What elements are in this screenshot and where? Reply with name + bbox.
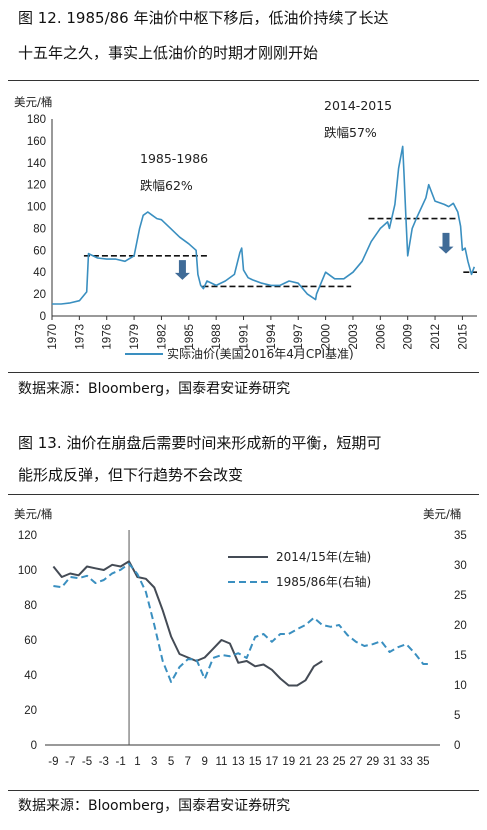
chart1-title-rule — [8, 80, 479, 81]
chart2-x-tick-23: 23 — [316, 756, 329, 768]
chart1-y-tick-180: 180 — [27, 114, 46, 126]
chart1-title-line2: 十五年之久，事实上低油价的时期才刚刚开始 — [18, 44, 319, 62]
chart2-title-line1: 图 13. 油价在崩盘后需要时间来形成新的平衡，短期可 — [18, 434, 382, 452]
chart1-y-tick-100: 100 — [27, 202, 46, 214]
chart1-x-tick-2000: 2000 — [321, 324, 333, 350]
chart2-source: 数据来源：Bloomberg，国泰君安证券研究 — [18, 798, 291, 814]
chart1-x-tick-1997: 1997 — [293, 324, 305, 350]
chart1-y-tick-140: 140 — [27, 158, 46, 170]
chart2-x-tick-31: 31 — [383, 756, 396, 768]
chart2-x-tick--1: -1 — [116, 756, 126, 768]
chart2-x-tick-33: 33 — [400, 756, 413, 768]
chart2-bottom-rule — [8, 790, 479, 791]
chart1-title-line1: 图 12. 1985/86 年油价中枢下移后，低油价持续了长达 — [18, 9, 389, 27]
chart1-y-tick-80: 80 — [33, 223, 46, 235]
chart1-x-tick-2015: 2015 — [457, 324, 469, 350]
chart1-y-tick-160: 160 — [27, 136, 46, 148]
chart2-x-tick-29: 29 — [366, 756, 379, 768]
chart2-x-tick--9: -9 — [48, 756, 58, 768]
chart2-right-tick-10: 10 — [454, 680, 467, 692]
chart2-left-tick-20: 20 — [24, 705, 37, 717]
chart2-right-axis-label: 美元/桶 — [423, 507, 461, 521]
chart1-x-tick-2009: 2009 — [403, 324, 415, 350]
chart1-x-tick-1985: 1985 — [184, 324, 196, 350]
chart2-right-tick-20: 20 — [454, 620, 467, 632]
chart1-x-tick-2006: 2006 — [375, 324, 387, 350]
chart1-legend-label: 实际油价(美国2016年4月CPI基准) — [167, 346, 354, 361]
chart2-series-line-1 — [52, 560, 323, 687]
chart2-x-tick-7: 7 — [185, 756, 191, 768]
chart2-left-tick-60: 60 — [24, 635, 37, 647]
chart1-x-tick-1988: 1988 — [211, 324, 223, 350]
chart2-x-tick-21: 21 — [299, 756, 312, 768]
chart1-x-tick-1991: 1991 — [239, 324, 251, 350]
chart1-y-tick-20: 20 — [33, 289, 46, 301]
chart2-right-tick-15: 15 — [454, 650, 467, 662]
chart1-y-tick-120: 120 — [27, 180, 46, 192]
chart1-y-tick-0: 0 — [40, 311, 46, 323]
chart1-x-tick-1970: 1970 — [47, 324, 59, 350]
chart1-bottom-rule — [8, 372, 479, 373]
chart1-annotation-2-drop: 跌幅57% — [324, 125, 377, 140]
chart2-left-axis-label: 美元/桶 — [14, 507, 52, 521]
chart2-right-tick-30: 30 — [454, 560, 467, 572]
chart2-x-tick-9: 9 — [201, 756, 207, 768]
chart2-left-tick-80: 80 — [24, 600, 37, 612]
chart2-svg: 美元/桶 美元/桶02040608010012005101520253035-9-… — [14, 507, 467, 768]
chart2-legend-label-2: 1985/86年(右轴) — [276, 574, 371, 589]
chart2-x-tick-17: 17 — [266, 756, 279, 768]
chart2-x-tick-5: 5 — [168, 756, 174, 768]
chart2-right-tick-5: 5 — [454, 710, 460, 722]
chart1-annotation-1-drop: 跌幅62% — [140, 178, 193, 193]
chart1-x-tick-1973: 1973 — [74, 324, 86, 350]
chart2-left-tick-120: 120 — [18, 530, 37, 542]
chart1-x-tick-2012: 2012 — [430, 324, 442, 350]
chart1-x-tick-1994: 1994 — [266, 323, 278, 349]
chart1-y-tick-60: 60 — [33, 245, 46, 257]
chart1-x-tick-1976: 1976 — [102, 324, 114, 350]
chart2-x-tick-1: 1 — [134, 756, 140, 768]
chart2-x-tick--5: -5 — [82, 756, 92, 768]
chart2-x-tick--3: -3 — [99, 756, 109, 768]
chart1-annotation-2-period: 2014-2015 — [324, 98, 392, 113]
chart1-svg: 美元/桶 0 20 40 60 80 100 120 140 160 180 1970 1973 1976… — [14, 95, 477, 361]
chart1-x-tick-2003: 2003 — [348, 324, 360, 350]
chart1-x-tick-1979: 1979 — [129, 324, 141, 350]
chart1-down-arrow-1 — [174, 260, 190, 280]
chart2-x-tick-15: 15 — [249, 756, 262, 768]
chart2-x-tick-11: 11 — [216, 756, 228, 768]
chart2-left-tick-40: 40 — [24, 670, 37, 682]
chart1-series-line — [52, 145, 476, 305]
chart2-title-rule — [8, 494, 479, 495]
chart2-left-tick-0: 0 — [31, 740, 37, 752]
chart1-y-tick-40: 40 — [33, 267, 46, 279]
chart2-left-tick-100: 100 — [18, 565, 37, 577]
chart2-legend-label-1: 2014/15年(左轴) — [276, 549, 371, 564]
chart1-y-axis-label: 美元/桶 — [14, 95, 52, 109]
chart2-x-tick-13: 13 — [232, 756, 245, 768]
chart1-source: 数据来源：Bloomberg，国泰君安证券研究 — [18, 381, 291, 397]
chart2-right-tick-25: 25 — [454, 590, 467, 602]
chart1-x-tick-1982: 1982 — [156, 324, 168, 350]
chart2-right-tick-0: 0 — [454, 740, 460, 752]
chart2-right-tick-35: 35 — [454, 530, 467, 542]
chart2-x-tick--7: -7 — [65, 756, 75, 768]
chart1-down-arrow-2 — [438, 232, 454, 254]
chart2-x-tick-3: 3 — [151, 756, 157, 768]
chart2-x-tick-35: 35 — [417, 756, 430, 768]
chart2-x-tick-19: 19 — [282, 756, 295, 768]
chart2-x-tick-27: 27 — [350, 756, 363, 768]
chart2-title-line2: 能形成反弹，但下行趋势不会改变 — [18, 466, 244, 484]
chart1-annotation-1-period: 1985-1986 — [140, 151, 208, 166]
chart2-x-tick-25: 25 — [333, 756, 346, 768]
